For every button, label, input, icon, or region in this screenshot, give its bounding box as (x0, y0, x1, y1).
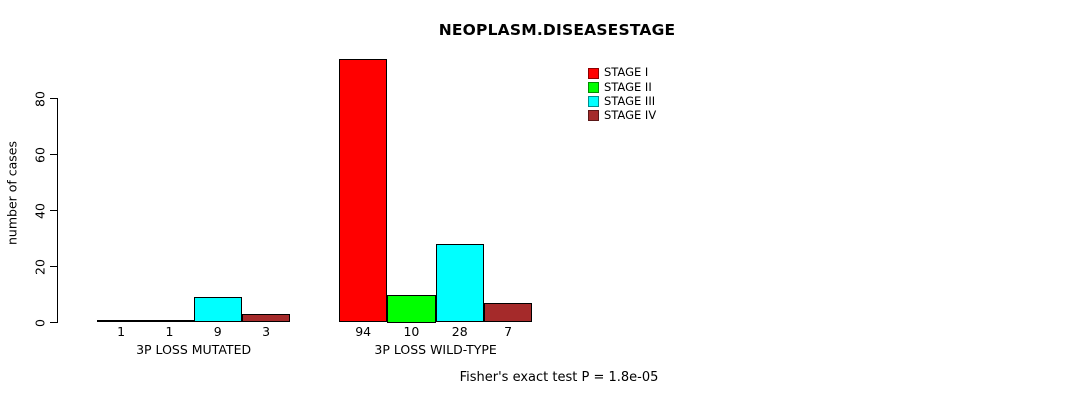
bar-stage-i (339, 59, 388, 323)
bar-stage-ii (387, 294, 436, 323)
legend-label: STAGE IV (604, 107, 657, 122)
bar-value-label: 94 (355, 324, 372, 339)
legend-swatch-icon (588, 95, 599, 107)
y-tick-label: 0 (32, 318, 48, 327)
y-axis-tick (50, 321, 57, 324)
bar-stage-iii (193, 297, 242, 323)
bar-stage-ii (145, 319, 194, 323)
legend-row: STAGE II (588, 80, 656, 94)
y-tick-label: 20 (32, 258, 48, 275)
bar-stage-iv (483, 302, 533, 323)
bar-stage-i (97, 319, 146, 323)
legend-row: STAGE I (588, 66, 656, 80)
legend-label: STAGE I (604, 65, 649, 80)
legend-swatch-icon (588, 81, 599, 93)
bar-value-label: 28 (451, 324, 468, 339)
y-tick-label: 60 (32, 146, 48, 163)
y-axis-line (57, 98, 59, 323)
legend-label: STAGE II (604, 79, 652, 94)
bar-stage-iii (435, 244, 484, 323)
legend: STAGE I STAGE II STAGE III STAGE IV (588, 66, 656, 123)
y-axis-tick (50, 209, 57, 212)
y-axis-title: number of cases (4, 140, 20, 246)
legend-row: STAGE IV (588, 109, 656, 123)
bar-value-label: 3 (262, 324, 271, 339)
legend-swatch-icon (588, 110, 599, 122)
bar-value-label: 1 (117, 324, 126, 339)
fisher-test-annotation: Fisher's exact test P = 1.8e-05 (459, 370, 659, 385)
bar-value-label: 9 (213, 324, 222, 339)
bar-value-label: 1 (165, 324, 174, 339)
legend-swatch-icon (588, 67, 599, 79)
chart-title: NEOPLASM.DISEASESTAGE (438, 21, 676, 39)
bar-value-label: 10 (403, 324, 420, 339)
bar-value-label: 7 (504, 324, 513, 339)
bar-stage-iv (241, 314, 291, 323)
legend-label: STAGE III (604, 93, 656, 108)
category-label: 3P LOSS MUTATED (136, 342, 252, 357)
y-axis-tick (50, 97, 57, 100)
category-label: 3P LOSS WILD-TYPE (374, 342, 497, 357)
y-tick-label: 40 (32, 202, 48, 219)
y-tick-label: 80 (32, 90, 48, 107)
legend-row: STAGE III (588, 94, 656, 108)
y-axis-tick (50, 153, 57, 156)
y-axis-tick (50, 265, 57, 268)
